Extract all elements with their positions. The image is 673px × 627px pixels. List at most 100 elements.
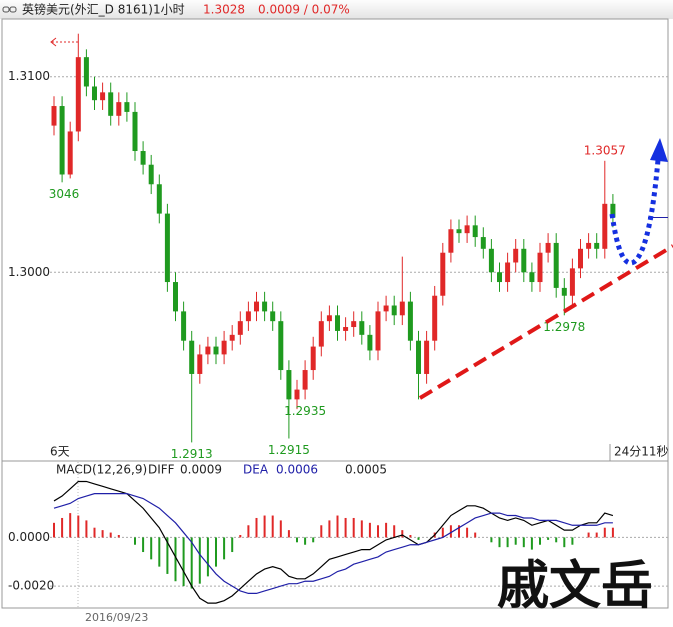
candle-body bbox=[610, 203, 616, 218]
macd-histogram-bar bbox=[53, 522, 55, 538]
macd-histogram-bar bbox=[61, 517, 64, 538]
legend-diff: DIFF bbox=[148, 463, 175, 477]
macd-histogram-bar bbox=[174, 537, 177, 582]
macd-histogram-bar bbox=[449, 525, 452, 538]
candle-body bbox=[432, 295, 438, 341]
candle-body bbox=[318, 321, 324, 347]
candle-body bbox=[229, 334, 235, 341]
candle-body bbox=[440, 252, 446, 296]
candle-body bbox=[189, 340, 195, 374]
price-annotation: 3046 bbox=[49, 187, 80, 201]
candle-body bbox=[456, 229, 462, 234]
candle-body bbox=[164, 213, 170, 283]
macd-histogram-bar bbox=[595, 532, 598, 538]
forecast-arrow-head bbox=[650, 138, 668, 162]
macd-line bbox=[53, 480, 614, 604]
price-annotation: 1.2913 bbox=[171, 447, 213, 461]
macd-histogram-bar bbox=[247, 525, 250, 538]
candle-body bbox=[407, 301, 413, 341]
plot: 1.3100 1.3000 3046 1.2913 1.2915 1.2935 1.2978… bbox=[8, 33, 668, 604]
macd-histogram-bar bbox=[514, 537, 517, 545]
macd-histogram-bar bbox=[206, 537, 209, 577]
candle-body bbox=[294, 389, 300, 400]
macd-histogram-bar bbox=[498, 537, 501, 548]
macd-histogram-bar bbox=[296, 537, 298, 543]
candle-body bbox=[326, 315, 332, 322]
candle-body bbox=[497, 272, 502, 283]
macd-histogram-bar bbox=[417, 537, 420, 540]
period-label: 6天 bbox=[50, 445, 70, 459]
candle-body bbox=[213, 346, 219, 355]
macd-histogram-bar bbox=[522, 537, 525, 548]
link-icon bbox=[2, 6, 17, 13]
macd-histogram-bar bbox=[385, 522, 388, 538]
timer-label: 24分11秒 bbox=[614, 445, 669, 459]
macd-histogram-bar bbox=[474, 532, 477, 538]
marker-arrow bbox=[50, 37, 57, 47]
candle-body bbox=[488, 248, 494, 273]
macd-histogram-bar bbox=[166, 537, 169, 574]
candle-body bbox=[221, 340, 227, 355]
candle-body bbox=[375, 311, 381, 351]
macd-histogram-bar bbox=[466, 527, 469, 538]
macd-histogram-bar bbox=[328, 520, 331, 538]
macd-histogram-bar bbox=[215, 537, 217, 567]
candle-body bbox=[278, 321, 284, 371]
candle-body bbox=[310, 346, 316, 371]
macd-histogram-bar bbox=[368, 522, 371, 538]
candle-body bbox=[237, 321, 243, 335]
candle-body bbox=[537, 252, 543, 283]
macd-histogram-bar bbox=[555, 537, 558, 543]
macd-histogram-bar bbox=[530, 537, 533, 550]
candle-body bbox=[148, 164, 154, 185]
y-tick-label: -0.0020 bbox=[8, 579, 54, 593]
macd-histogram-bar bbox=[223, 537, 226, 560]
macd-histogram-bar bbox=[69, 513, 72, 538]
candle-body bbox=[505, 262, 511, 283]
macd-histogram-bar bbox=[409, 535, 412, 538]
candle-body bbox=[569, 268, 575, 296]
candle-body bbox=[578, 248, 583, 269]
candle-body bbox=[132, 111, 138, 152]
candle-body bbox=[359, 321, 365, 335]
candle-body bbox=[254, 301, 259, 312]
candle-body bbox=[416, 340, 421, 374]
candle-body bbox=[351, 321, 357, 328]
macd-histogram-bar bbox=[304, 537, 307, 545]
y-tick-label: 0.0000 bbox=[8, 530, 50, 544]
macd-histogram-bar bbox=[231, 537, 234, 553]
candle-body bbox=[391, 305, 397, 316]
candle-body bbox=[59, 106, 65, 175]
price-annotation: 1.2978 bbox=[543, 320, 585, 334]
macd-histogram-bar bbox=[377, 525, 379, 538]
price-annotation: 1.3057 bbox=[584, 143, 626, 157]
macd-histogram-bar bbox=[441, 527, 444, 538]
macd-histogram-bar bbox=[352, 517, 355, 538]
candle-body bbox=[480, 237, 486, 249]
macd-histogram-bar bbox=[255, 517, 258, 538]
candle-body bbox=[545, 242, 551, 253]
price-annotation: 1.2915 bbox=[268, 443, 310, 457]
candle-body bbox=[594, 242, 600, 249]
candle-body bbox=[383, 305, 389, 312]
candle-body bbox=[51, 106, 57, 126]
macd-histogram-bar bbox=[279, 520, 282, 538]
candle-body bbox=[335, 315, 340, 331]
macd-histogram-bar bbox=[603, 527, 606, 538]
macd-histogram-bar bbox=[287, 530, 290, 538]
candle-body bbox=[343, 327, 349, 331]
macd-histogram-bar bbox=[393, 525, 396, 538]
macd-histogram-bar bbox=[490, 537, 493, 543]
macd-histogram-bar bbox=[360, 520, 363, 538]
candle-body bbox=[245, 311, 251, 322]
macd-histogram-bar bbox=[571, 537, 574, 545]
macd-histogram-bar bbox=[93, 527, 96, 538]
candle-body bbox=[83, 57, 89, 87]
price-annotation: 1.2935 bbox=[284, 404, 326, 418]
candle-body bbox=[262, 301, 268, 312]
macd-histogram-bar bbox=[198, 537, 201, 584]
header-bar bbox=[0, 0, 673, 19]
macd-histogram-bar bbox=[344, 517, 347, 538]
